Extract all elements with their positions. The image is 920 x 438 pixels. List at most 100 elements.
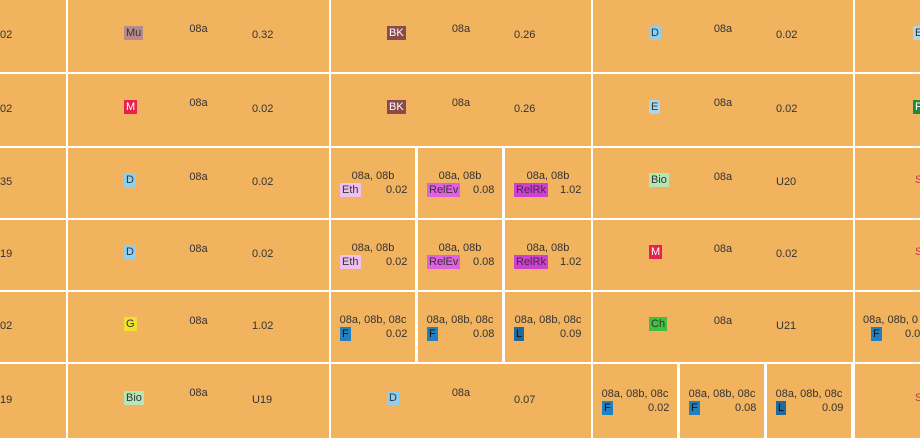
lesson-cell[interactable]: 08a Bio U20 [593,148,853,218]
class-label: 08a [713,97,733,109]
lesson-cell-edge[interactable]: 02 [0,292,66,362]
subject-badge: F [427,327,438,341]
room-label: 0.08 [735,402,757,414]
class-label: 08a [451,97,471,109]
subject-badge: D [124,245,136,259]
subject-badge: Bio [124,391,144,405]
room-label: 19 [0,394,13,406]
lesson-cell-edge[interactable]: 35 [0,148,66,218]
lesson-cell[interactable]: 08a BK 0.26 [331,0,591,72]
room-label: 02 [0,103,13,115]
lesson-cell-edge[interactable]: 19 [0,220,66,290]
lesson-subcell[interactable]: 08a, 08b Eth 0.02 [331,148,415,218]
lesson-subcell[interactable]: 08a, 08b, 08c L 0.09 [767,364,851,438]
lesson-cell[interactable]: 08a M 0.02 [593,220,853,290]
subject-badge: F [689,401,700,415]
room-label: 0.02 [776,29,798,41]
lesson-cell[interactable]: 08a D 0.02 [68,220,329,290]
room-label: 0.02 [252,103,274,115]
lesson-subcell[interactable]: 08a, 08b RelEv 0.08 [418,148,502,218]
lesson-subcell[interactable]: 08a, 08b RelEv 0.08 [418,220,502,290]
subject-badge: BK [387,100,406,114]
lesson-cell-partial[interactable]: P [855,74,920,146]
lesson-cell-partial[interactable]: Sp [855,364,920,438]
lesson-cell[interactable]: 08a M 0.02 [68,74,329,146]
room-label: 0.02 [252,248,274,260]
subject-badge: Sp [915,174,920,186]
subject-badge: Eth [340,183,361,197]
subject-badge: M [649,245,663,259]
room-label: 0.08 [473,328,495,340]
lesson-cell-edge[interactable]: 02 [0,0,66,72]
class-label: 08a [189,23,208,35]
lesson-cell-partial[interactable]: Sp [855,220,920,290]
class-label: 08a, 08b, 08c [514,314,582,326]
lesson-cell[interactable]: 08a D 0.02 [68,148,329,218]
class-label: 08a [189,171,208,183]
class-label: 08a [713,171,733,183]
lesson-cell-edge[interactable]: 19 [0,364,66,438]
class-label: 08a [713,315,733,327]
lesson-subcell[interactable]: 08a, 08b RelRk 1.02 [505,220,591,290]
room-label: 0.02 [252,176,274,188]
subject-badge: L [776,401,787,415]
room-label: 02 [0,29,13,41]
subject-badge: RelRk [514,255,548,269]
class-label: 08a, 08b, 08c [601,388,669,400]
subject-badge: Mu [124,26,144,40]
room-label: 0.08 [473,256,495,268]
room-label: 0.07 [514,394,536,406]
lesson-cell-partial[interactable]: 08a, 08b, 0 F 0.0 [855,292,920,362]
lesson-subcell[interactable]: 08a, 08b, 08c F 0.02 [593,364,677,438]
lesson-cell[interactable]: 08a Bio U19 [68,364,329,438]
room-label: 19 [0,248,13,260]
room-label: 0.02 [648,402,670,414]
subject-badge: G [124,317,137,331]
room-label: 0.09 [560,328,582,340]
subject-badge: RelRk [514,183,548,197]
lesson-cell[interactable]: 08a Ch U21 [593,292,853,362]
lesson-subcell[interactable]: 08a, 08b, 08c F 0.08 [680,364,764,438]
room-label: 0.02 [386,256,408,268]
room-label: 0.32 [252,29,274,41]
lesson-cell-partial[interactable]: Sp [855,148,920,218]
class-label: 08a [451,23,471,35]
lesson-cell[interactable]: 08a Mu 0.32 [68,0,329,72]
class-label: 08a, 08b, 08c [775,388,843,400]
subject-badge: Ch [649,317,668,331]
lesson-subcell[interactable]: 08a, 08b Eth 0.02 [331,220,415,290]
lesson-cell[interactable]: 08a BK 0.26 [331,74,591,146]
class-label: 08a [451,387,471,399]
class-label: 08a, 08b [438,170,482,182]
subject-badge: Sp [915,392,920,404]
lesson-subcell[interactable]: 08a, 08b, 08c F 0.08 [418,292,502,362]
lesson-subcell[interactable]: 08a, 08b RelRk 1.02 [505,148,591,218]
subject-badge: Bio [649,173,669,187]
room-label: 1.02 [560,184,582,196]
lesson-subcell[interactable]: 08a, 08b, 08c F 0.02 [331,292,415,362]
class-label: 08a, 08b, 08c [339,314,407,326]
subject-badge: F [602,401,613,415]
subject-badge: Sp [915,246,920,258]
lesson-cell-partial[interactable]: E [855,0,920,72]
lesson-cell[interactable]: 08a E 0.02 [593,74,853,146]
lesson-cell[interactable]: 08a D 0.07 [331,364,591,438]
lesson-cell[interactable]: 08a G 1.02 [68,292,329,362]
room-label: 0.0 [905,328,920,340]
class-label: 08a, 08b [351,170,395,182]
subject-badge: M [124,100,138,114]
class-label: 08a [189,243,208,255]
subject-badge: P [913,100,920,114]
class-label: 08a [713,243,733,255]
subject-badge: D [649,26,661,40]
room-label: 1.02 [252,320,274,332]
lesson-cell-edge[interactable]: 02 [0,74,66,146]
class-label: 08a, 08b, 0 [863,314,919,326]
class-label: 08a [713,23,733,35]
lesson-cell[interactable]: 08a D 0.02 [593,0,853,72]
lesson-subcell[interactable]: 08a, 08b, 08c L 0.09 [505,292,591,362]
room-label: 0.02 [386,184,408,196]
room-label: 35 [0,176,13,188]
room-label: 0.08 [473,184,495,196]
room-label: U20 [776,176,797,188]
